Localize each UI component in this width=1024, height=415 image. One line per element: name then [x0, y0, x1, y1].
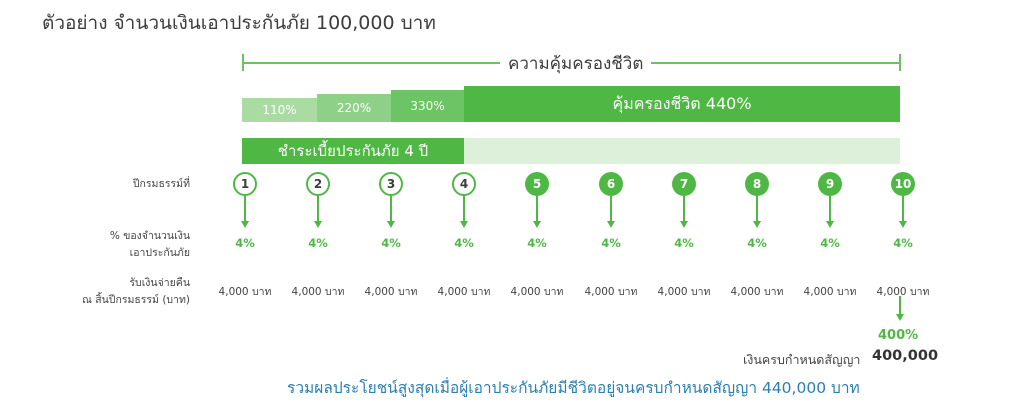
- year-connector-line: [610, 196, 612, 223]
- year-percent: 4%: [308, 236, 328, 250]
- maturity-percent: 400%: [878, 328, 919, 343]
- arrow-down-icon: [533, 221, 541, 228]
- year-percent: 4%: [527, 236, 547, 250]
- year-payout-amount: 4,000 บาท: [510, 286, 564, 298]
- arrow-down-icon: [899, 221, 907, 228]
- year-circle-1: 1: [233, 172, 257, 196]
- maturity-label: เงินครบกำหนดสัญญา: [743, 352, 861, 367]
- arrow-down-icon: [241, 221, 249, 228]
- year-payout-amount: 4,000 บาท: [803, 286, 857, 298]
- year-connector-line: [536, 196, 538, 223]
- percent-row-label-line2: เอาประกันภัย: [129, 247, 190, 259]
- year-connector-line: [390, 196, 392, 223]
- year-payout-amount: 4,000 บาท: [730, 286, 784, 298]
- arrow-down-icon: [460, 221, 468, 228]
- year-circle-6: 6: [599, 172, 623, 196]
- arrow-down-icon: [607, 221, 615, 228]
- maturity-value: 400,000: [872, 348, 939, 364]
- year-payout-amount: 4,000 บาท: [657, 286, 711, 298]
- year-circle-4: 4: [452, 172, 476, 196]
- year-connector-line: [756, 196, 758, 223]
- arrow-down-icon: [753, 221, 761, 228]
- coverage-step-label: คุ้มครองชีวิต 440%: [612, 93, 752, 113]
- year-payout-amount: 4,000 บาท: [291, 286, 345, 298]
- year-payout-amount: 4,000 บาท: [364, 286, 418, 298]
- premium-unpaid-bar: [464, 138, 900, 164]
- year-connector-line: [683, 196, 685, 223]
- year-percent: 4%: [454, 236, 474, 250]
- coverage-step-110: 110%: [242, 98, 317, 122]
- coverage-step-330: 330%: [391, 90, 464, 122]
- year-percent: 4%: [893, 236, 913, 250]
- year-connector-line: [244, 196, 246, 223]
- policy-year-row-label: ปีกรมธรรม์ที่: [132, 178, 190, 190]
- year-circle-2: 2: [306, 172, 330, 196]
- year-payout-amount: 4,000 บาท: [437, 286, 491, 298]
- arrow-down-icon: [826, 221, 834, 228]
- year-circle-8: 8: [745, 172, 769, 196]
- year-circle-9: 9: [818, 172, 842, 196]
- premium-paid-bar: ชำระเบี้ยประกันภัย 4 ปี: [242, 138, 464, 164]
- arrow-down-icon: [314, 221, 322, 228]
- year-connector-line: [317, 196, 319, 223]
- percent-row-label-line1: % ของจำนวนเงิน: [109, 230, 190, 242]
- coverage-bracket-label: ความคุ้มครองชีวิต: [500, 50, 652, 77]
- coverage-bracket-right-tick: [899, 54, 901, 71]
- year-percent: 4%: [381, 236, 401, 250]
- year-connector-line: [829, 196, 831, 223]
- maturity-arrow-icon: [896, 314, 904, 321]
- summary-text: รวมผลประโยชน์สูงสุดเมื่อผู้เอาประกันภัยม…: [287, 379, 860, 397]
- year-percent: 4%: [235, 236, 255, 250]
- coverage-step-label: 220%: [336, 101, 372, 115]
- maturity-connector-line: [899, 296, 901, 316]
- year-percent: 4%: [674, 236, 694, 250]
- year-connector-line: [902, 196, 904, 223]
- year-percent: 4%: [601, 236, 621, 250]
- coverage-bracket-left-tick: [242, 54, 244, 71]
- coverage-step-440: คุ้มครองชีวิต 440%: [464, 86, 900, 122]
- year-circle-7: 7: [672, 172, 696, 196]
- arrow-down-icon: [680, 221, 688, 228]
- year-payout-amount: 4,000 บาท: [218, 286, 272, 298]
- payout-row-label-line2: ณ สิ้นปีกรมธรรม์ (บาท): [82, 294, 190, 306]
- year-circle-3: 3: [379, 172, 403, 196]
- year-payout-amount: 4,000 บาท: [876, 286, 930, 298]
- year-circle-5: 5: [525, 172, 549, 196]
- year-percent: 4%: [747, 236, 767, 250]
- year-circle-10: 10: [891, 172, 915, 196]
- coverage-step-label: 330%: [410, 99, 445, 113]
- premium-paid-label: ชำระเบี้ยประกันภัย 4 ปี: [277, 142, 429, 160]
- coverage-step-220: 220%: [317, 94, 391, 122]
- year-connector-line: [463, 196, 465, 223]
- page-title: ตัวอย่าง จำนวนเงินเอาประกันภัย 100,000 บ…: [42, 12, 436, 34]
- coverage-step-label: 110%: [262, 103, 297, 117]
- arrow-down-icon: [387, 221, 395, 228]
- year-percent: 4%: [820, 236, 840, 250]
- year-payout-amount: 4,000 บาท: [584, 286, 638, 298]
- payout-row-label-line1: รับเงินจ่ายคืน: [129, 277, 190, 289]
